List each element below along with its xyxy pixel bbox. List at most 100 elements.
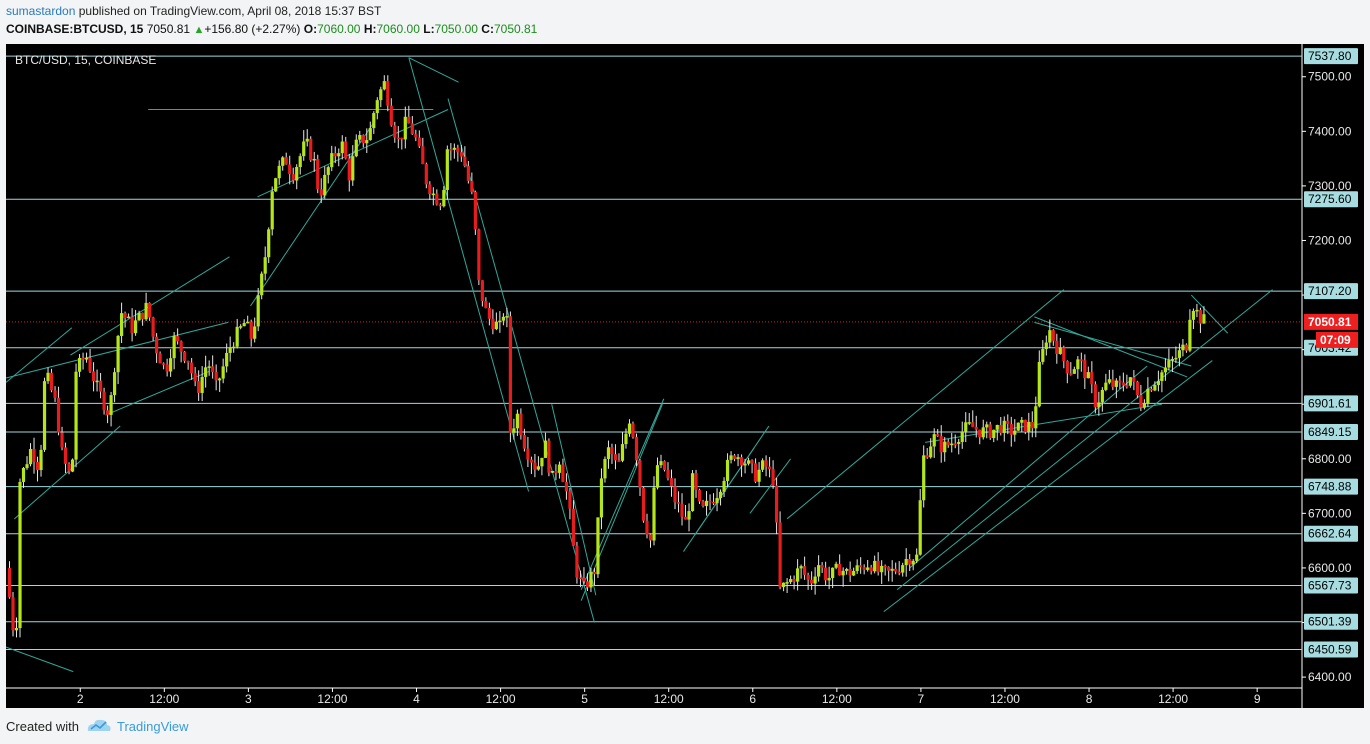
candle-up [281, 157, 285, 166]
price-axis[interactable] [1302, 44, 1364, 708]
candle-down [988, 424, 992, 439]
price-level-badge [1304, 423, 1358, 440]
candle-down [792, 579, 796, 582]
trend-line[interactable] [580, 398, 665, 590]
candle-up [1174, 357, 1178, 360]
trend-line[interactable] [925, 403, 1162, 443]
candle-down [561, 464, 565, 482]
trend-line[interactable] [694, 425, 770, 536]
candle-down [711, 501, 716, 504]
candle-down [193, 373, 197, 382]
trend-line[interactable] [1034, 316, 1188, 378]
candle-down [105, 410, 110, 415]
candle-up [77, 357, 82, 372]
candle-down [869, 567, 873, 572]
candle-up [620, 444, 625, 461]
candle-up [1202, 314, 1206, 324]
candle-down [978, 429, 982, 438]
candle-down [585, 581, 590, 588]
trend-line[interactable] [6, 646, 74, 673]
candle-up [718, 491, 723, 499]
trend-line[interactable] [580, 404, 663, 601]
candle-down [774, 485, 779, 523]
candle-down [407, 116, 411, 124]
candle-down [894, 568, 898, 572]
candle-up [704, 500, 709, 507]
trend-line[interactable] [1190, 294, 1229, 334]
trend-line[interactable] [786, 289, 1065, 520]
candle-up [144, 302, 148, 320]
trend-line[interactable] [250, 120, 376, 307]
candle-down [568, 491, 572, 509]
price-chart[interactable]: 6400.006500.006600.006700.006800.006900.… [6, 44, 1364, 708]
candle-down [764, 460, 768, 467]
candle-up [403, 116, 407, 140]
candle-down [592, 571, 597, 575]
candle-down [162, 363, 166, 365]
candle-up [169, 358, 173, 372]
candle-down [32, 448, 36, 463]
trend-line[interactable] [6, 327, 73, 383]
candle-up [841, 570, 845, 576]
trend-line[interactable] [883, 360, 1213, 612]
y-tick-label: 6800.00 [1308, 452, 1352, 466]
candle-down [393, 125, 397, 138]
price-level-label: 6849.15 [1308, 425, 1352, 439]
candle-down [974, 426, 978, 430]
candle-down [732, 455, 737, 460]
candle-up [1160, 372, 1164, 381]
candle-up [880, 565, 884, 573]
candle-down [249, 321, 253, 339]
x-tick-label: 2 [77, 692, 84, 706]
candle-down [309, 138, 313, 161]
candle-up [1044, 342, 1048, 350]
candle-down [347, 158, 351, 181]
candle-up [1188, 319, 1192, 351]
candle-down [491, 318, 495, 330]
candle-down [897, 571, 901, 574]
trend-line[interactable] [408, 57, 530, 492]
candle-down [141, 312, 145, 320]
candle-down [53, 390, 57, 398]
candle-up [84, 357, 89, 360]
trend-line[interactable] [14, 425, 121, 520]
candle-down [473, 191, 477, 230]
trend-line[interactable] [896, 289, 1273, 591]
candle-up [14, 628, 19, 631]
time-axis[interactable] [6, 688, 1302, 708]
candle-down [123, 313, 127, 319]
candle-down [519, 413, 523, 436]
candle-down [428, 184, 432, 195]
candle-up [218, 378, 222, 381]
y-tick-label: 6700.00 [1308, 506, 1352, 520]
candle-down [1111, 379, 1115, 387]
trend-line[interactable] [749, 458, 792, 514]
candle-up [442, 189, 446, 207]
candle-down [1083, 360, 1087, 379]
trend-line[interactable] [909, 365, 1148, 569]
trend-line[interactable] [408, 57, 459, 83]
candle-up [760, 460, 765, 470]
candle-up [757, 469, 761, 482]
candle-down [1121, 382, 1125, 386]
candle-up [1167, 360, 1171, 368]
tradingview-link[interactable]: TradingView [117, 719, 189, 734]
candle-up [957, 441, 961, 445]
candle-up [655, 465, 660, 488]
candle-up [312, 158, 316, 161]
candle-up [232, 346, 236, 349]
candle-down [1125, 385, 1129, 387]
candle-down [522, 435, 526, 449]
x-tick-label: 7 [918, 692, 925, 706]
plot-area[interactable] [6, 44, 1302, 688]
candle-up [1037, 361, 1041, 407]
trend-line[interactable] [551, 404, 597, 596]
candle-down [925, 455, 929, 458]
candle-down [435, 193, 439, 205]
candle-up [827, 578, 831, 581]
x-tick-label: 12:00 [486, 692, 516, 706]
footer: Created with TradingView [0, 708, 1370, 744]
last-price: 7050.81 [146, 22, 191, 36]
author-link[interactable]: sumastardon [6, 4, 76, 18]
candle-down [564, 481, 569, 492]
